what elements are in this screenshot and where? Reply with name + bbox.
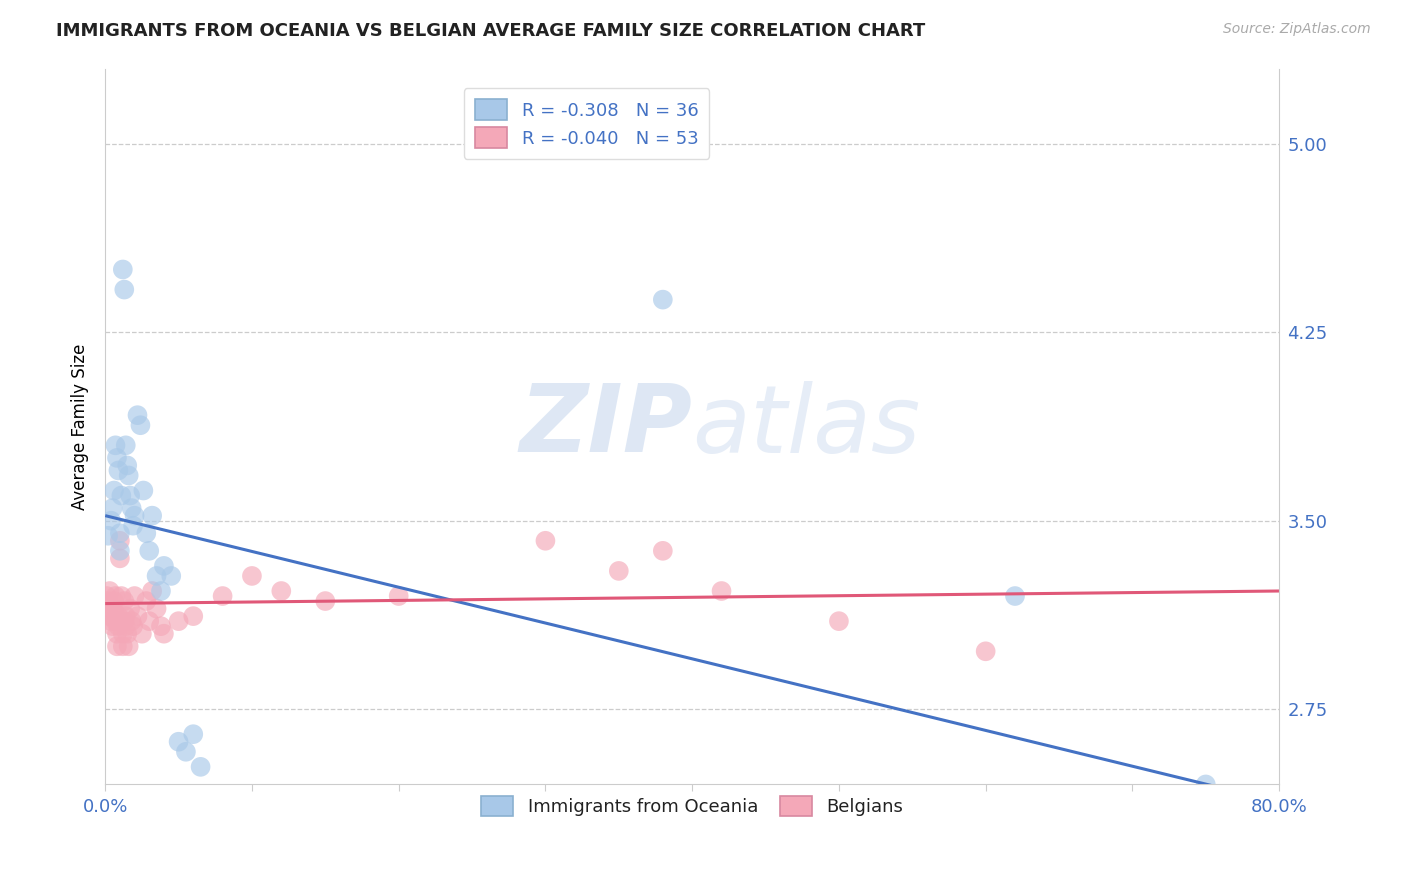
Point — [167, 735, 190, 749]
Point — [120, 489, 142, 503]
Point — [314, 594, 336, 608]
Text: Source: ZipAtlas.com: Source: ZipAtlas.com — [1223, 22, 1371, 37]
Point — [114, 619, 136, 633]
Point — [141, 508, 163, 523]
Point — [97, 601, 120, 615]
Point — [132, 483, 155, 498]
Point — [122, 518, 145, 533]
Point — [124, 589, 146, 603]
Point — [651, 544, 673, 558]
Point — [121, 614, 143, 628]
Point — [135, 526, 157, 541]
Point — [121, 501, 143, 516]
Point — [181, 727, 204, 741]
Point — [104, 589, 127, 603]
Point — [114, 609, 136, 624]
Point — [101, 601, 124, 615]
Point — [101, 619, 124, 633]
Point — [114, 438, 136, 452]
Point — [104, 614, 127, 628]
Point — [104, 438, 127, 452]
Point — [1004, 589, 1026, 603]
Point — [103, 604, 125, 618]
Text: ZIP: ZIP — [519, 381, 692, 473]
Point — [108, 544, 131, 558]
Point — [270, 584, 292, 599]
Legend: Immigrants from Oceania, Belgians: Immigrants from Oceania, Belgians — [472, 787, 912, 825]
Point — [127, 609, 149, 624]
Point — [138, 544, 160, 558]
Point — [111, 640, 134, 654]
Point — [534, 533, 557, 548]
Point — [181, 609, 204, 624]
Point — [710, 584, 733, 599]
Point — [103, 483, 125, 498]
Y-axis label: Average Family Size: Average Family Size — [72, 343, 89, 509]
Point — [103, 594, 125, 608]
Point — [388, 589, 411, 603]
Point — [211, 589, 233, 603]
Point — [111, 626, 134, 640]
Point — [97, 594, 120, 608]
Point — [127, 408, 149, 422]
Point — [131, 626, 153, 640]
Point — [149, 584, 172, 599]
Point — [97, 529, 120, 543]
Point — [129, 418, 152, 433]
Point — [108, 551, 131, 566]
Point — [115, 626, 138, 640]
Point — [141, 584, 163, 599]
Point — [240, 569, 263, 583]
Point — [110, 589, 132, 603]
Text: IMMIGRANTS FROM OCEANIA VS BELGIAN AVERAGE FAMILY SIZE CORRELATION CHART: IMMIGRANTS FROM OCEANIA VS BELGIAN AVERA… — [56, 22, 925, 40]
Point — [145, 569, 167, 583]
Point — [153, 626, 176, 640]
Point — [120, 601, 142, 615]
Point — [828, 614, 851, 628]
Point — [115, 458, 138, 473]
Point — [100, 514, 122, 528]
Point — [135, 594, 157, 608]
Point — [974, 644, 997, 658]
Point — [105, 626, 128, 640]
Point — [138, 614, 160, 628]
Point — [122, 619, 145, 633]
Point — [190, 760, 212, 774]
Point — [108, 533, 131, 548]
Point — [124, 508, 146, 523]
Point — [112, 614, 135, 628]
Point — [153, 558, 176, 573]
Point — [105, 450, 128, 465]
Point — [174, 745, 197, 759]
Point — [118, 640, 141, 654]
Point — [110, 614, 132, 628]
Point — [105, 640, 128, 654]
Point — [98, 584, 121, 599]
Point — [145, 601, 167, 615]
Point — [100, 614, 122, 628]
Point — [118, 468, 141, 483]
Point — [167, 614, 190, 628]
Point — [112, 283, 135, 297]
Point — [101, 501, 124, 516]
Point — [607, 564, 630, 578]
Point — [651, 293, 673, 307]
Point — [110, 489, 132, 503]
Point — [107, 609, 129, 624]
Text: atlas: atlas — [692, 381, 921, 472]
Point — [98, 609, 121, 624]
Point — [108, 526, 131, 541]
Point — [112, 594, 135, 608]
Point — [96, 589, 118, 603]
Point — [107, 463, 129, 477]
Point — [111, 262, 134, 277]
Point — [149, 619, 172, 633]
Point — [107, 619, 129, 633]
Point — [160, 569, 183, 583]
Point — [1195, 777, 1218, 791]
